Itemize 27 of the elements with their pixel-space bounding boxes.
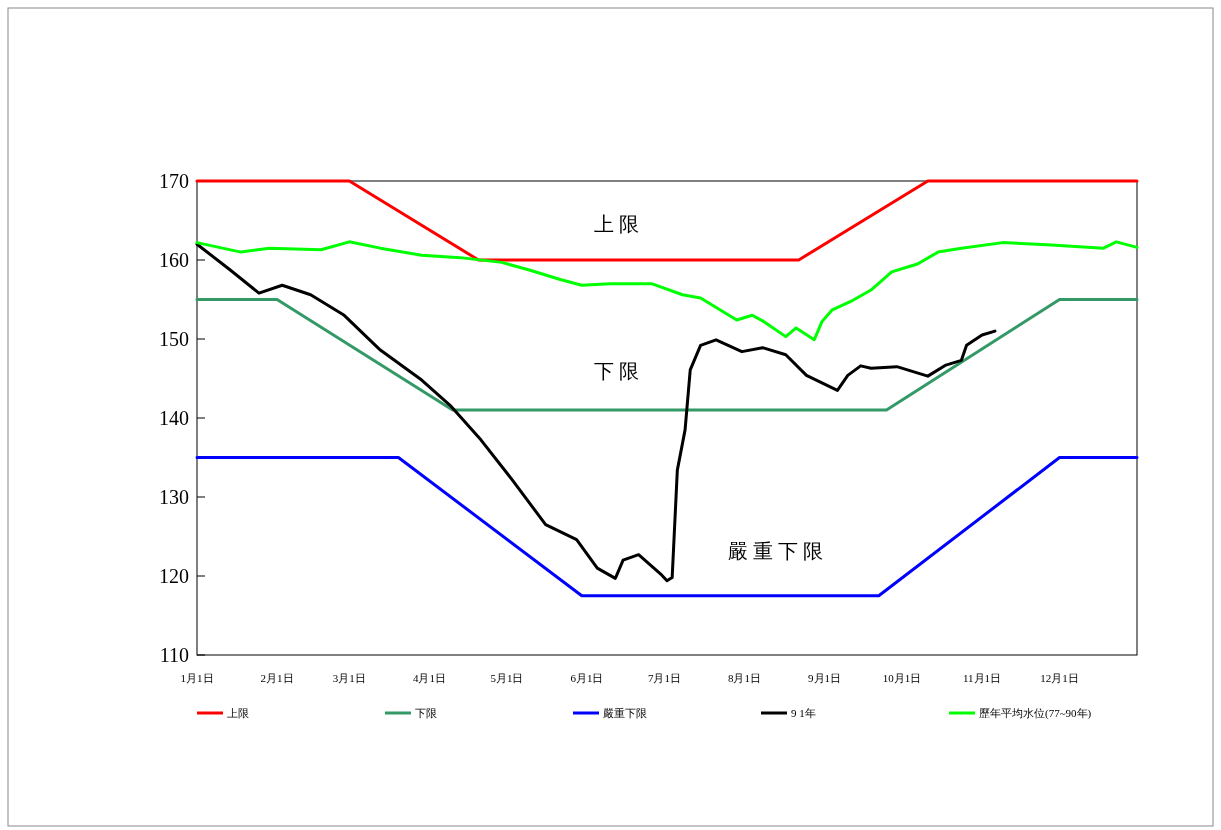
x-tick-label: 2月1日	[260, 672, 294, 684]
legend-label: 9 1年	[791, 707, 816, 719]
legend-label: 下限	[415, 707, 437, 719]
y-tick-label: 170	[159, 170, 189, 192]
legend-label: 歷年平均水位(77~90年)	[979, 707, 1092, 720]
annotation: 上 限	[593, 212, 639, 235]
y-tick-label: 130	[159, 486, 189, 508]
x-tick-label: 12月1日	[1040, 672, 1079, 684]
x-tick-label: 4月1日	[412, 672, 446, 684]
legend-label: 上限	[227, 707, 249, 719]
x-tick-label: 5月1日	[490, 672, 524, 684]
x-tick-label: 3月1日	[332, 672, 366, 684]
x-tick-label: 6月1日	[570, 672, 604, 684]
x-tick-label: 9月1日	[808, 672, 842, 684]
x-tick-label: 10月1日	[882, 672, 922, 684]
y-tick-label: 150	[159, 328, 189, 350]
x-tick-label: 11月1日	[963, 672, 1002, 684]
annotation: 下 限	[593, 359, 639, 382]
x-tick-label: 7月1日	[647, 672, 681, 684]
x-tick-label: 1月1日	[180, 672, 214, 684]
legend-label: 嚴重下限	[603, 707, 647, 719]
y-tick-label: 160	[159, 249, 189, 271]
annotation: 嚴 重 下 限	[727, 539, 823, 562]
y-tick-label: 140	[159, 407, 189, 429]
y-tick-label: 110	[159, 644, 189, 666]
y-tick-label: 120	[159, 565, 189, 587]
x-tick-label: 8月1日	[727, 672, 761, 684]
